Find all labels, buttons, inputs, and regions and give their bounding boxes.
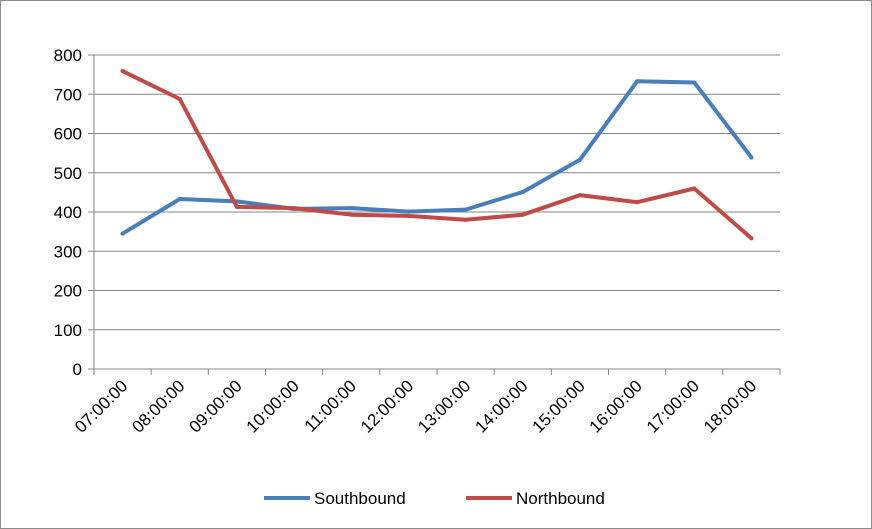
x-tick-label: 13:00:00 [414,376,474,436]
x-tick-label: 17:00:00 [643,376,703,436]
data-point-northbound [520,212,525,217]
data-point-northbound [463,217,468,222]
y-tick-label: 700 [54,85,82,104]
data-point-southbound [120,231,125,236]
gridlines [94,54,780,331]
x-tick-label: 18:00:00 [700,376,760,436]
x-tick-label: 14:00:00 [471,376,531,436]
data-point-northbound [234,204,239,209]
legend: Southbound Northbound [264,489,605,508]
data-point-northbound [749,236,754,241]
data-point-southbound [692,80,697,85]
data-point-northbound [120,69,125,74]
x-tick-label: 11:00:00 [301,376,360,435]
x-tick-label: 07:00:00 [71,376,131,436]
y-tick-label: 500 [54,164,82,183]
data-point-northbound [577,193,582,198]
data-point-northbound [692,186,697,191]
legend-label-northbound: Northbound [516,489,605,508]
y-tick-label: 0 [73,360,82,379]
y-tick-label: 200 [54,282,82,301]
y-tick-label: 300 [54,242,82,261]
data-point-southbound [635,79,640,84]
series-lines [120,69,754,241]
x-tick-label: 08:00:00 [128,376,188,436]
data-point-southbound [177,197,182,202]
data-point-northbound [406,213,411,218]
y-tick-label: 800 [54,46,82,65]
data-point-southbound [577,157,582,162]
x-tick-label: 10:00:00 [243,376,303,436]
data-point-southbound [520,189,525,194]
data-point-southbound [406,209,411,214]
x-tick-label: 09:00:00 [186,376,246,436]
legend-label-southbound: Southbound [314,489,406,508]
x-tick-label: 16:00:00 [586,376,646,436]
series-line-southbound [120,79,754,236]
axes [88,54,781,375]
y-tick-label: 400 [54,203,82,222]
x-tick-label: 12:00:00 [357,376,417,436]
data-point-southbound [463,207,468,212]
data-point-southbound [349,206,354,211]
data-point-northbound [349,212,354,217]
data-point-northbound [177,96,182,101]
data-point-southbound [749,155,754,160]
y-tick-label: 600 [54,125,82,144]
x-tick-labels: 07:00:0008:00:0009:00:0010:00:0011:00:00… [71,376,760,436]
series-line-northbound [120,69,754,241]
x-tick-label: 15:00:00 [529,376,589,436]
data-point-northbound [635,200,640,205]
y-tick-labels: 0 100 200 300 400 500 600 700 800 [54,46,82,379]
y-tick-label: 100 [54,321,82,340]
data-point-northbound [292,206,297,211]
